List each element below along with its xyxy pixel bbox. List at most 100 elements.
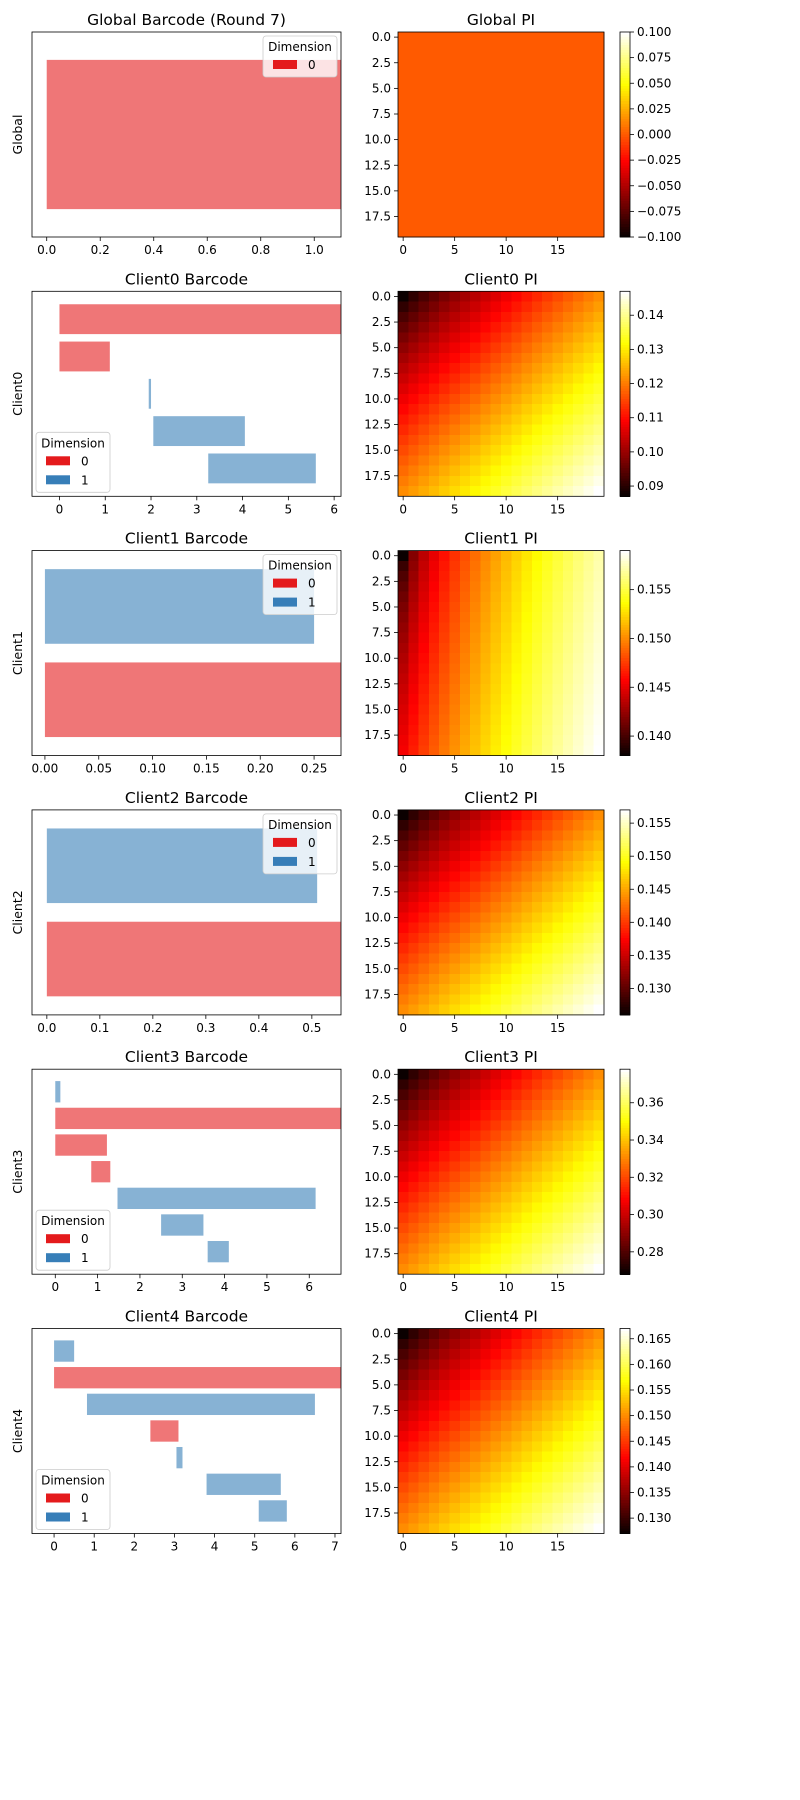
colorbar-segment — [620, 483, 630, 487]
heatmap-cell — [511, 550, 522, 562]
heatmap-cell — [398, 642, 409, 654]
heatmap-cell — [521, 902, 533, 913]
colorbar-segment — [620, 894, 630, 898]
heatmap-cell — [562, 830, 574, 842]
heatmap-cell — [449, 642, 461, 654]
heatmap-cell — [439, 1151, 450, 1162]
heatmap-cell — [459, 1420, 471, 1432]
heatmap-cells — [398, 32, 605, 238]
heatmap-cell — [408, 902, 419, 913]
heatmap-cell — [573, 1451, 584, 1463]
heatmap-cell — [593, 663, 605, 674]
colorbar-segment — [620, 701, 630, 705]
heatmap-cell — [480, 322, 492, 333]
heatmap-cell — [408, 1338, 419, 1350]
heatmap-cell — [552, 704, 564, 715]
heatmap-cell — [542, 363, 553, 374]
colorbar-segment — [620, 1356, 630, 1360]
heatmap-cell — [511, 881, 522, 893]
heatmap-cell — [459, 383, 471, 395]
heatmap-cell — [521, 963, 533, 975]
heatmap-cell — [418, 291, 430, 302]
heatmap-cell — [418, 383, 430, 395]
heatmap-cell — [511, 1410, 522, 1422]
heatmap-cell — [583, 1202, 595, 1214]
axes-frame — [31, 809, 342, 1016]
heatmap-cell — [439, 581, 450, 592]
heatmap-cell — [501, 1069, 512, 1080]
heatmap-cell — [583, 1441, 595, 1452]
heatmap-cell — [459, 1212, 471, 1224]
heatmap-cell — [449, 601, 461, 613]
heatmap-cell — [531, 1233, 543, 1244]
heatmap-cell — [408, 383, 419, 395]
legend-swatch-dim0 — [46, 456, 70, 466]
colorbar-segment — [620, 945, 630, 949]
heatmap-cell — [428, 1400, 440, 1411]
y-tick-label: 0.0 — [372, 30, 391, 44]
heatmap-cell — [583, 1110, 595, 1121]
colorbar-segment — [620, 1184, 630, 1188]
heatmap-cell — [418, 642, 430, 654]
heatmap-cell — [449, 820, 461, 831]
heatmap-cell — [562, 465, 574, 477]
heatmap-cell — [418, 144, 430, 156]
heatmap-cell — [501, 1161, 512, 1173]
heatmap-cell — [562, 393, 574, 405]
heatmap-cell — [490, 1338, 502, 1350]
heatmap-cell — [511, 1089, 522, 1101]
colorbar-segment — [620, 462, 630, 467]
heatmap-cell — [439, 1349, 450, 1360]
heatmap-cell — [398, 73, 409, 84]
heatmap-cell — [428, 1472, 440, 1483]
colorbar-frame — [619, 1068, 631, 1275]
heatmap-cell — [490, 820, 502, 831]
bar-dim0 — [44, 662, 341, 738]
heatmap-cells — [398, 1069, 605, 1275]
heatmap-cell — [552, 830, 564, 842]
heatmap-cell — [449, 434, 461, 446]
heatmap-cell — [418, 704, 430, 715]
heatmap-cell — [552, 1171, 564, 1183]
heatmap-cell — [490, 694, 502, 705]
heatmap-cell — [511, 1130, 522, 1142]
heatmap-cell — [439, 465, 450, 477]
colorbar-segment — [620, 740, 630, 744]
colorbar-segment — [620, 838, 630, 842]
colorbar-segment — [620, 1379, 630, 1383]
heatmap-cell — [459, 1390, 471, 1401]
heatmap-cell — [470, 424, 481, 436]
colorbar-segment — [620, 848, 630, 852]
heatmap-cell — [490, 1451, 502, 1463]
colorbar-segment — [620, 226, 630, 230]
heatmap-cell — [428, 291, 440, 302]
heatmap-cell — [470, 714, 481, 726]
colorbar-segment — [620, 1097, 630, 1101]
heatmap-cell — [573, 1253, 584, 1265]
heatmap-cell — [480, 1441, 492, 1452]
heatmap-cell — [470, 1502, 481, 1514]
heatmap-cell — [490, 322, 502, 333]
heatmap-cell — [583, 32, 595, 43]
heatmap-cell — [470, 1253, 481, 1265]
heatmap-cell — [552, 642, 564, 654]
heatmap-cell — [511, 591, 522, 603]
heatmap-cell — [428, 363, 440, 374]
heatmap-cell — [521, 1472, 533, 1483]
heatmap-cell — [418, 73, 430, 84]
heatmap-cell — [490, 1431, 502, 1442]
heatmap-cell — [583, 83, 595, 94]
heatmap-cell — [521, 114, 533, 125]
heatmap-cell — [552, 1069, 564, 1080]
colorbar-segment — [620, 1336, 630, 1340]
colorbar-segment — [620, 1197, 630, 1201]
colorbar-segment — [620, 1369, 630, 1373]
heatmap-cell — [428, 1338, 440, 1350]
colorbar-segment — [620, 347, 630, 351]
colorbar-tick-label: 0.34 — [637, 1133, 664, 1147]
heatmap-cell — [480, 673, 492, 685]
x-tick-label: 15 — [550, 1540, 565, 1554]
heatmap-cell — [501, 42, 512, 53]
heatmap-cell — [470, 1140, 481, 1152]
